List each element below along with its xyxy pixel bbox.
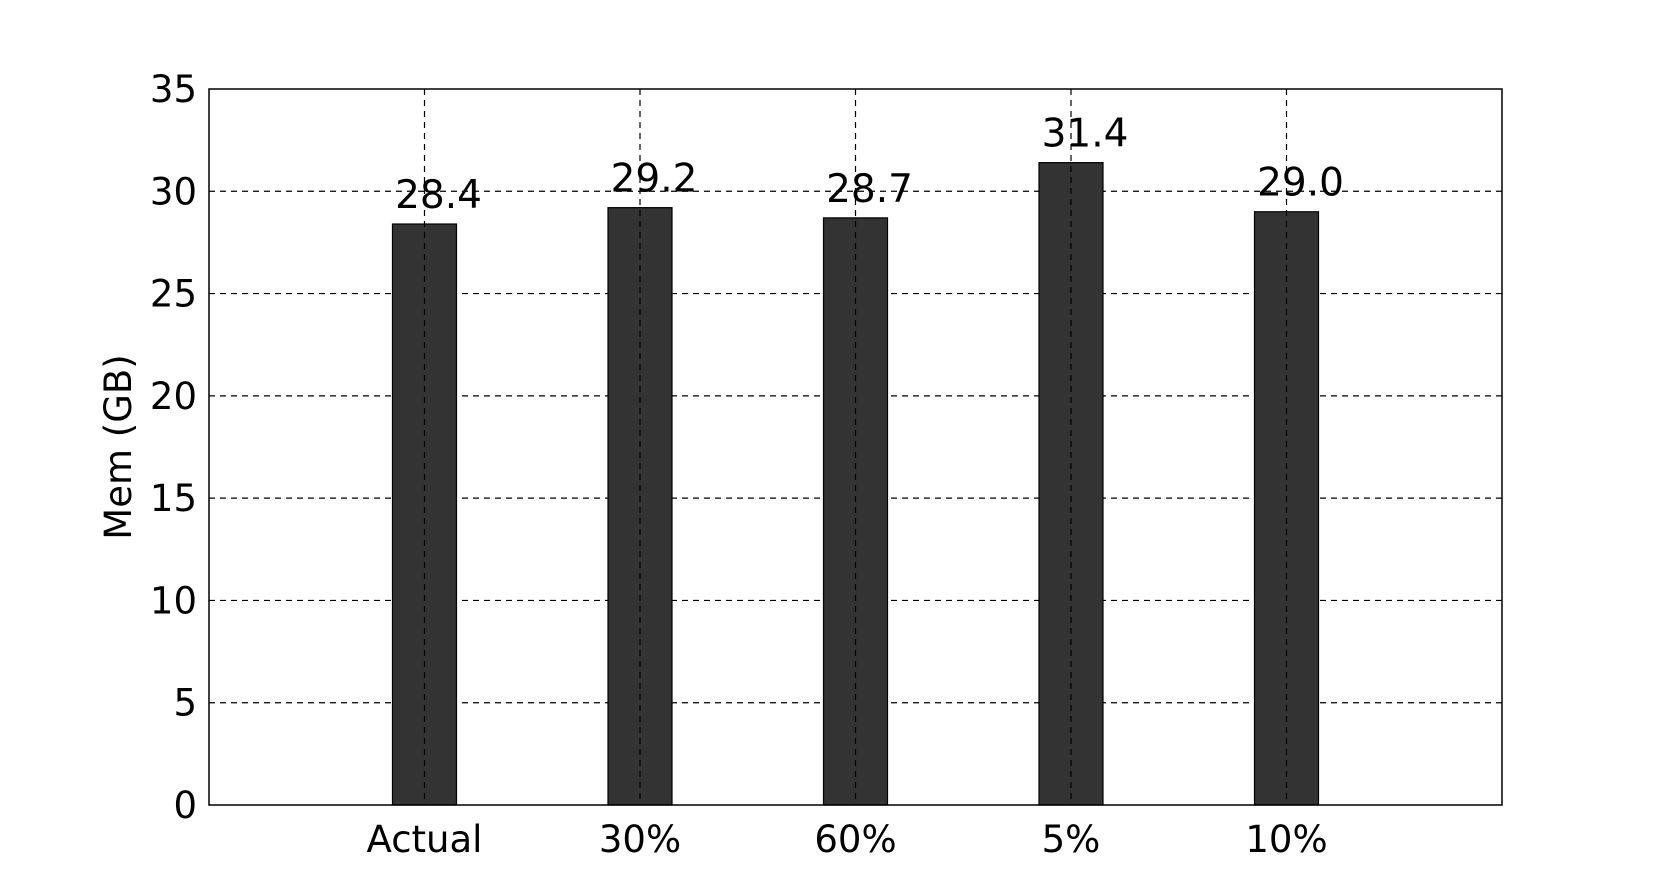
x-tick-labels: Actual 30% 60% 5% 10% xyxy=(367,818,1328,861)
y-tick-labels: 0 5 10 15 20 25 30 35 xyxy=(150,68,197,827)
vertical-grid-lines xyxy=(423,89,1288,805)
y-axis-title: Mem (GB) xyxy=(97,354,140,539)
y-tick-label: 30 xyxy=(150,170,197,213)
y-tick-label: 0 xyxy=(173,784,197,827)
y-tick-label: 35 xyxy=(150,68,197,111)
x-tick-label: 10% xyxy=(1245,818,1327,861)
bar-value-label: 29.0 xyxy=(1257,161,1344,206)
bar xyxy=(607,207,673,806)
y-tick-label: 10 xyxy=(150,579,197,622)
bar-value-label: 28.7 xyxy=(826,167,913,212)
y-tick-label: 15 xyxy=(150,477,197,520)
plot-frame xyxy=(208,88,1503,806)
bar-value-label: 28.4 xyxy=(395,173,482,218)
x-tick-label: 30% xyxy=(599,818,681,861)
x-tick-label: 5% xyxy=(1042,818,1101,861)
x-tick-label: 60% xyxy=(814,818,896,861)
bar-value-labels: 28.4 29.2 28.7 31.4 29.0 xyxy=(395,112,1344,218)
bar-value-label: 29.2 xyxy=(611,157,698,202)
y-tick-label: 5 xyxy=(173,682,197,725)
y-tick-label: 25 xyxy=(150,273,197,316)
bar-value-label: 31.4 xyxy=(1042,112,1129,157)
y-tick-label: 20 xyxy=(150,375,197,418)
x-tick-label: Actual xyxy=(367,818,483,861)
